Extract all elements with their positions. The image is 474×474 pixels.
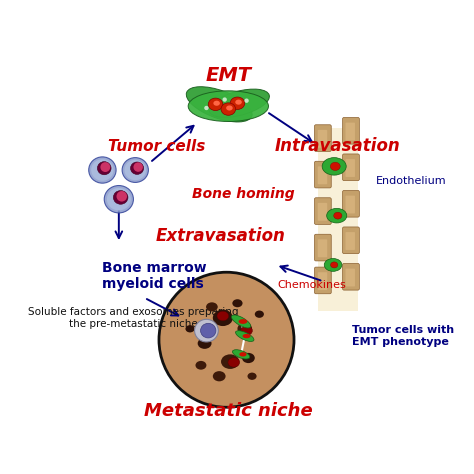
- Ellipse shape: [230, 97, 245, 109]
- Ellipse shape: [232, 350, 250, 359]
- Text: EMT: EMT: [205, 66, 251, 85]
- FancyBboxPatch shape: [314, 125, 331, 151]
- Ellipse shape: [97, 162, 111, 175]
- Ellipse shape: [237, 322, 252, 335]
- Ellipse shape: [104, 185, 133, 213]
- Ellipse shape: [327, 209, 347, 223]
- Ellipse shape: [201, 323, 216, 338]
- FancyBboxPatch shape: [343, 191, 359, 217]
- FancyBboxPatch shape: [343, 227, 359, 254]
- Text: Extravasation: Extravasation: [156, 227, 286, 245]
- Text: Tumor cells: Tumor cells: [108, 139, 205, 154]
- Ellipse shape: [188, 91, 268, 121]
- FancyBboxPatch shape: [346, 159, 355, 177]
- Ellipse shape: [122, 158, 148, 182]
- Text: Tumor cells with
EMT phenotype: Tumor cells with EMT phenotype: [352, 325, 455, 347]
- Ellipse shape: [330, 262, 338, 268]
- Ellipse shape: [239, 352, 246, 356]
- Text: Endothelium: Endothelium: [376, 176, 447, 186]
- FancyBboxPatch shape: [343, 118, 359, 144]
- Circle shape: [134, 163, 143, 172]
- Ellipse shape: [91, 159, 114, 181]
- Ellipse shape: [185, 325, 194, 332]
- Ellipse shape: [232, 299, 243, 307]
- Ellipse shape: [241, 326, 253, 336]
- FancyBboxPatch shape: [346, 196, 355, 213]
- FancyBboxPatch shape: [314, 198, 331, 224]
- Ellipse shape: [89, 157, 116, 183]
- Polygon shape: [318, 128, 358, 310]
- FancyBboxPatch shape: [318, 130, 327, 148]
- Ellipse shape: [208, 98, 223, 110]
- Circle shape: [204, 106, 209, 110]
- Ellipse shape: [195, 361, 206, 370]
- FancyBboxPatch shape: [346, 123, 355, 140]
- Ellipse shape: [206, 302, 218, 311]
- Ellipse shape: [221, 355, 239, 369]
- Ellipse shape: [125, 160, 146, 180]
- FancyBboxPatch shape: [346, 232, 355, 250]
- Ellipse shape: [213, 371, 226, 382]
- Circle shape: [117, 191, 127, 201]
- Ellipse shape: [226, 105, 233, 110]
- Ellipse shape: [231, 315, 251, 328]
- FancyBboxPatch shape: [314, 161, 331, 188]
- Ellipse shape: [242, 353, 255, 363]
- Ellipse shape: [213, 100, 220, 106]
- FancyBboxPatch shape: [318, 239, 327, 257]
- Ellipse shape: [209, 89, 269, 118]
- Ellipse shape: [236, 331, 254, 341]
- Ellipse shape: [194, 319, 219, 342]
- Ellipse shape: [107, 188, 131, 210]
- Ellipse shape: [213, 310, 233, 326]
- Ellipse shape: [238, 319, 247, 324]
- FancyBboxPatch shape: [343, 264, 359, 290]
- Circle shape: [159, 272, 294, 407]
- Text: Bone homing: Bone homing: [191, 187, 294, 201]
- FancyBboxPatch shape: [318, 272, 327, 290]
- Circle shape: [222, 97, 227, 102]
- Ellipse shape: [235, 100, 242, 105]
- Text: Metastatic niche: Metastatic niche: [144, 402, 313, 420]
- Text: Bone marrow
myeloid cells: Bone marrow myeloid cells: [102, 261, 207, 291]
- Ellipse shape: [198, 338, 211, 349]
- Text: Chemokines: Chemokines: [278, 280, 346, 290]
- Ellipse shape: [113, 191, 128, 204]
- Ellipse shape: [324, 258, 342, 271]
- Ellipse shape: [334, 212, 342, 219]
- Ellipse shape: [228, 357, 240, 367]
- FancyBboxPatch shape: [343, 154, 359, 181]
- FancyBboxPatch shape: [314, 234, 331, 261]
- Circle shape: [100, 162, 110, 172]
- FancyBboxPatch shape: [318, 203, 327, 221]
- FancyBboxPatch shape: [346, 269, 355, 286]
- Ellipse shape: [186, 87, 252, 122]
- Ellipse shape: [255, 310, 264, 318]
- Ellipse shape: [217, 311, 228, 321]
- Ellipse shape: [130, 162, 144, 174]
- FancyBboxPatch shape: [314, 267, 331, 294]
- FancyBboxPatch shape: [318, 166, 327, 184]
- Ellipse shape: [322, 158, 346, 175]
- Ellipse shape: [330, 162, 340, 171]
- Ellipse shape: [247, 373, 256, 380]
- Ellipse shape: [243, 334, 251, 338]
- Text: Soluble factors and exosomes preparing
the pre-metastatic niche: Soluble factors and exosomes preparing t…: [28, 307, 239, 328]
- Ellipse shape: [221, 103, 236, 115]
- Circle shape: [245, 99, 249, 103]
- Text: Intravasation: Intravasation: [275, 137, 401, 155]
